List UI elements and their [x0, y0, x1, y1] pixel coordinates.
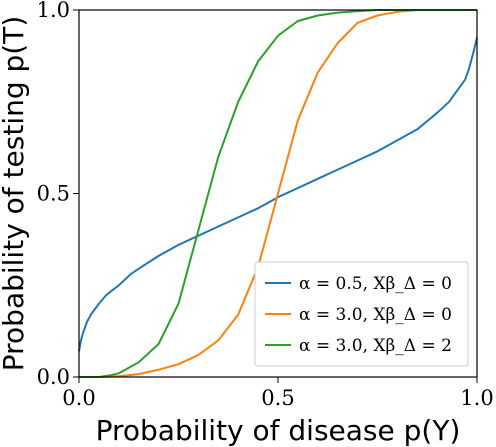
x-tick-label: 0.0	[62, 386, 95, 410]
y-tick-label: 0.5	[37, 182, 70, 206]
x-axis-title-text: Probability of disease p(Y)	[96, 414, 461, 447]
legend-label: α = 3.0, Xβ_Δ = 0	[299, 305, 452, 325]
y-tick-label: 1.0	[37, 0, 70, 22]
legend-label: α = 0.5, Xβ_Δ = 0	[299, 274, 452, 294]
legend-label: α = 3.0, Xβ_Δ = 2	[299, 336, 452, 356]
x-tick-label: 0.5	[261, 386, 294, 410]
y-tick-label: 0.0	[37, 365, 70, 389]
legend-item: α = 0.5, Xβ_Δ = 0	[265, 274, 452, 294]
series-line-1	[78, 37, 478, 352]
legend-item: α = 3.0, Xβ_Δ = 0	[265, 305, 452, 325]
x-axis: 0.0 0.5 1.0	[62, 377, 494, 410]
legend-item: α = 3.0, Xβ_Δ = 2	[265, 336, 452, 356]
y-axis: 0.0 0.5 1.0	[37, 0, 79, 389]
x-axis-title: Probability of disease p(Y)	[96, 414, 461, 447]
y-axis-title-text: Probability of testing p(T)	[0, 16, 30, 372]
x-tick-label: 1.0	[460, 386, 493, 410]
legend: α = 0.5, Xβ_Δ = 0 α = 3.0, Xβ_Δ = 0 α = 3.…	[254, 261, 469, 367]
y-axis-title: Probability of testing p(T)	[0, 16, 30, 372]
legend-box	[254, 261, 469, 367]
